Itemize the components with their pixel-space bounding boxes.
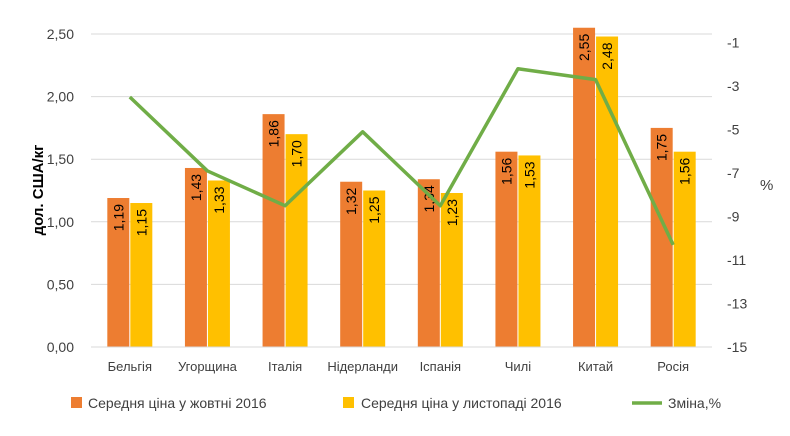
x-tick-label: Іспанія xyxy=(420,359,462,374)
y2-tick-label: -11 xyxy=(727,252,746,268)
bar-data-label: 1,25 xyxy=(366,196,382,223)
x-tick-label: Росія xyxy=(657,359,689,374)
y2-tick-label: -3 xyxy=(727,78,740,94)
x-tick-label: Чилі xyxy=(505,359,532,374)
y2-tick-label: -9 xyxy=(727,209,740,225)
x-tick-label: Китай xyxy=(578,359,613,374)
y2-axis-title: % xyxy=(760,177,773,194)
y-tick-label: 0,00 xyxy=(47,339,74,355)
y-tick-label: 0,50 xyxy=(47,276,74,292)
legend-label-november: Середня ціна у листопаді 2016 xyxy=(361,395,562,411)
bar-data-label: 1,32 xyxy=(343,188,359,215)
bar-data-label: 1,19 xyxy=(110,204,126,231)
bar-data-label: 1,23 xyxy=(444,199,460,226)
bar-data-label: 1,15 xyxy=(133,209,149,236)
bar-data-label: 1,56 xyxy=(677,157,693,184)
legend-swatch-november xyxy=(343,397,354,408)
legend-swatch-october xyxy=(71,397,82,408)
bar-data-label: 1,53 xyxy=(521,161,537,188)
bar-november xyxy=(596,37,618,347)
y2-tick-label: -15 xyxy=(727,339,747,355)
y-tick-label: 1,50 xyxy=(47,151,74,167)
y-tick-label: 2,50 xyxy=(47,26,74,42)
legend-label-october: Середня ціна у жовтні 2016 xyxy=(88,395,267,411)
bar-october xyxy=(263,114,285,347)
y-tick-label: 2,00 xyxy=(47,89,74,105)
x-tick-label: Нідерланди xyxy=(327,359,398,374)
bar-data-label: 2,55 xyxy=(576,34,592,61)
bar-data-label: 1,56 xyxy=(498,157,514,184)
bar-data-label: 1,75 xyxy=(654,134,670,161)
y2-tick-label: -5 xyxy=(727,122,740,138)
y-axis-title: дол. США/кг xyxy=(30,145,47,236)
x-tick-label: Угорщина xyxy=(178,359,238,374)
y2-tick-label: -7 xyxy=(727,165,740,181)
y2-tick-label: -1 xyxy=(727,35,740,51)
bar-data-label: 2,48 xyxy=(599,42,615,69)
x-tick-label: Італія xyxy=(268,359,302,374)
y2-tick-label: -13 xyxy=(727,296,747,312)
bar-data-label: 1,70 xyxy=(289,140,305,167)
legend-label-change: Зміна,% xyxy=(668,395,721,411)
bar-data-label: 1,43 xyxy=(188,174,204,201)
bar-data-label: 1,33 xyxy=(211,186,227,213)
y-tick-label: 1,00 xyxy=(47,214,74,230)
x-tick-label: Бельгія xyxy=(108,359,152,374)
bar-data-label: 1,86 xyxy=(266,120,282,147)
